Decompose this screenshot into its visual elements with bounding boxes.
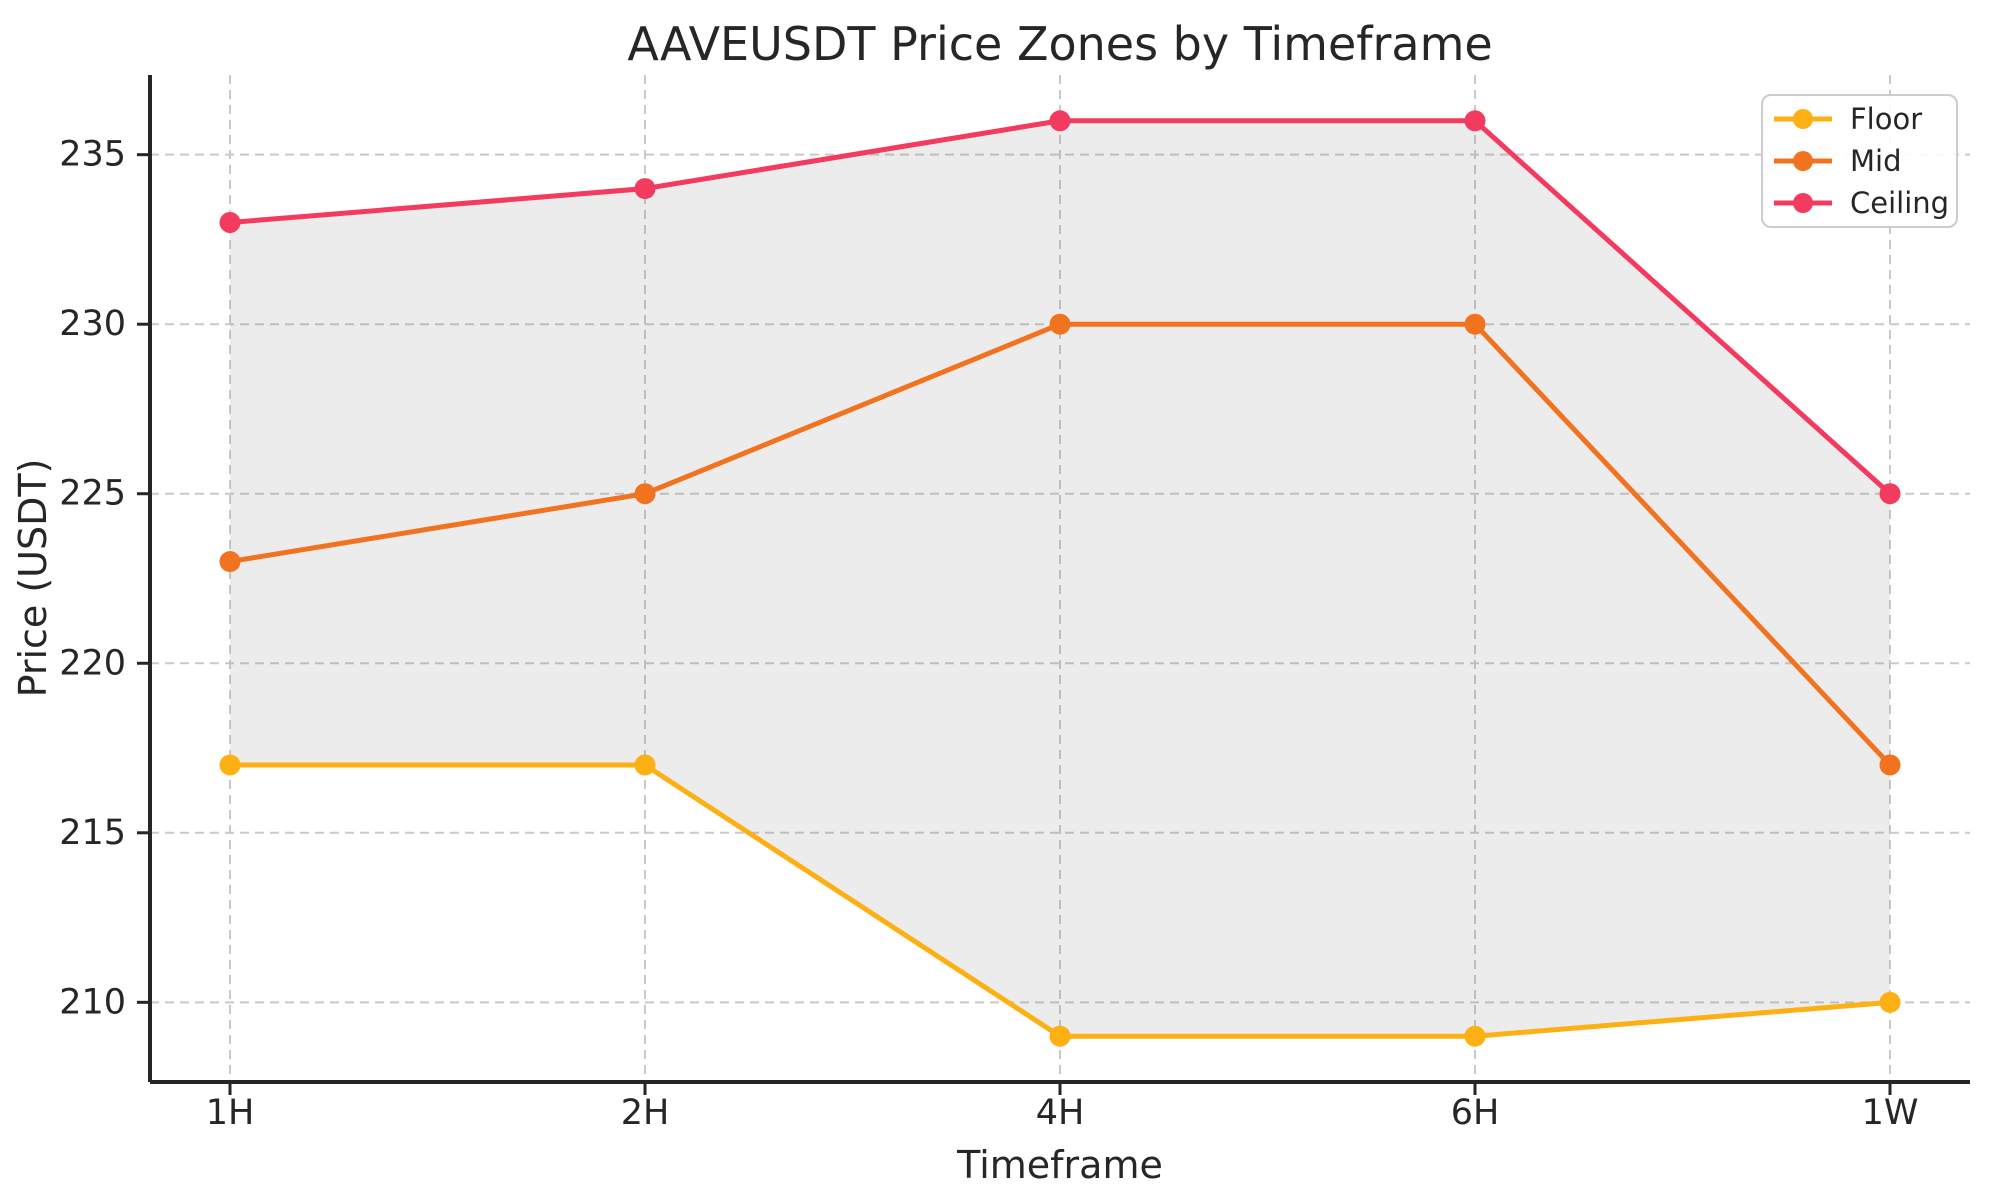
legend-box <box>1761 94 1958 228</box>
series-marker-floor <box>1879 991 1901 1013</box>
x-tick-label: 1W <box>1862 1093 1919 1133</box>
legend-label: Floor <box>1850 102 1922 136</box>
series-marker-ceiling <box>1879 483 1901 505</box>
series-marker-floor <box>1049 1025 1071 1047</box>
legend-label: Mid <box>1850 144 1902 178</box>
legend-swatch-marker <box>1793 151 1813 171</box>
axes-spines <box>137 75 1970 1095</box>
legend-swatch-marker <box>1793 109 1813 129</box>
series-marker-mid <box>1879 754 1901 776</box>
series-lines <box>219 110 1901 1047</box>
price-zone-band <box>230 120 1890 1037</box>
series-marker-mid <box>219 551 241 573</box>
x-tick-label: 6H <box>1451 1093 1500 1133</box>
x-tick-label: 1H <box>206 1093 255 1133</box>
zone-fill <box>230 120 1890 1037</box>
x-axis-label: Timeframe <box>956 1143 1163 1187</box>
tick-labels: 210 215 220 225 230 235 1H 2H 4H 6H 1W <box>59 135 1918 1133</box>
series-marker-ceiling <box>1049 110 1071 132</box>
series-marker-floor <box>1464 1025 1486 1047</box>
series-marker-ceiling <box>219 211 241 233</box>
series-marker-mid <box>634 483 656 505</box>
series-marker-ceiling <box>634 178 656 200</box>
series-marker-floor <box>634 754 656 776</box>
legend: Floor Mid Ceiling <box>1761 94 1958 228</box>
y-tick-label: 215 <box>59 813 126 853</box>
series-marker-mid <box>1049 313 1071 335</box>
y-axis-label: Price (USDT) <box>11 459 55 698</box>
legend-label: Ceiling <box>1850 186 1949 220</box>
chart-title: AAVEUSDT Price Zones by Timeframe <box>627 17 1492 71</box>
y-tick-label: 225 <box>59 474 126 514</box>
series-marker-ceiling <box>1464 110 1486 132</box>
x-tick-label: 2H <box>621 1093 670 1133</box>
y-tick-label: 220 <box>59 643 126 683</box>
gridlines <box>150 75 1970 1082</box>
y-tick-label: 235 <box>59 135 126 175</box>
x-tick-label: 4H <box>1036 1093 1085 1133</box>
y-tick-label: 230 <box>59 304 126 344</box>
series-marker-mid <box>1464 313 1486 335</box>
legend-swatch-marker <box>1793 193 1813 213</box>
y-tick-label: 210 <box>59 982 126 1022</box>
series-marker-floor <box>219 754 241 776</box>
